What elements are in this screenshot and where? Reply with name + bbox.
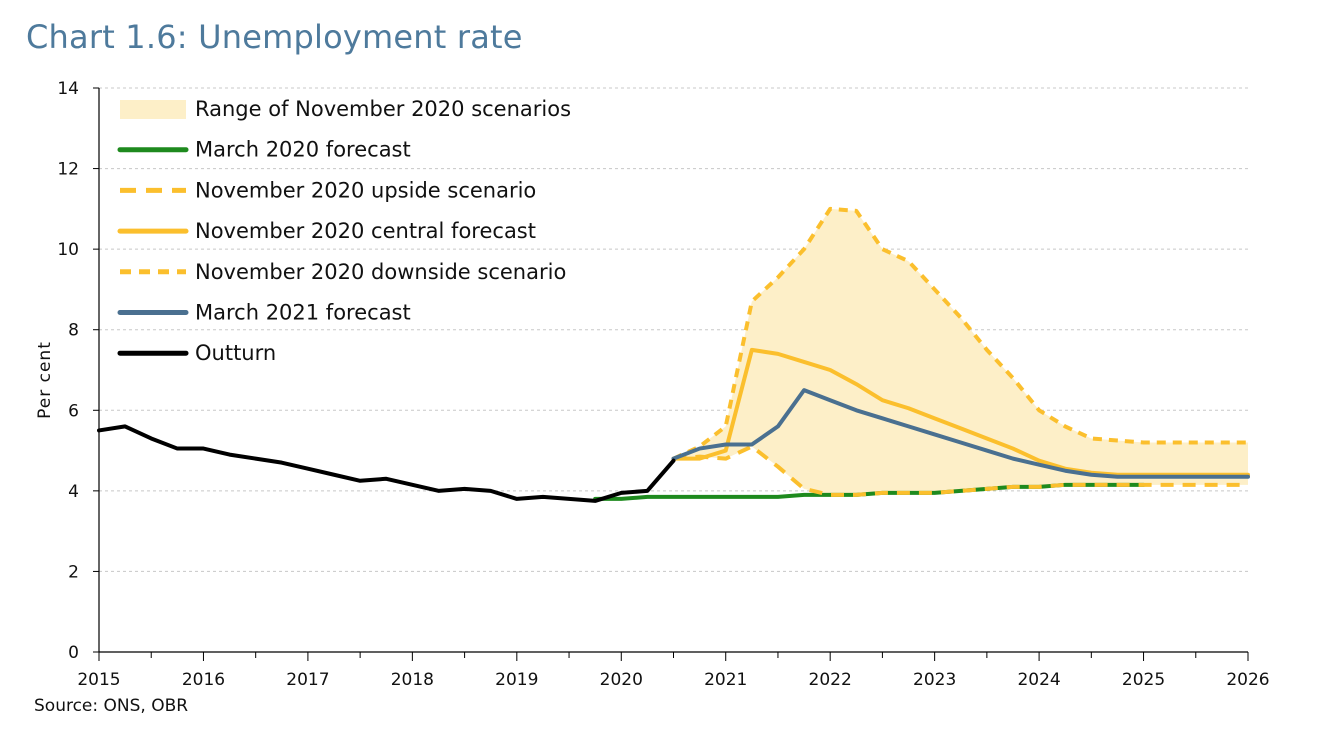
legend-label-march-2020-forecast: March 2020 forecast — [195, 138, 411, 162]
y-tick-label: 2 — [68, 562, 79, 582]
y-tick-label: 14 — [57, 79, 79, 99]
y-tick-label: 10 — [57, 240, 79, 260]
x-tick-label: 2015 — [77, 670, 120, 690]
x-tick-label: 2022 — [809, 670, 852, 690]
x-tick-label: 2025 — [1122, 670, 1165, 690]
y-tick-label: 0 — [68, 643, 79, 663]
scenario-range-area — [673, 208, 1248, 495]
x-tick-label: 2018 — [391, 670, 434, 690]
axes: 0 2 4 6 8 10 12 14 2015 2016 2017 2018 2019 2020 2021 2… — [57, 79, 1269, 690]
y-tick-label: 8 — [68, 321, 79, 341]
x-tick-label: 2024 — [1017, 670, 1060, 690]
x-tick-label: 2023 — [913, 670, 956, 690]
legend-label-nov-2020-downside: November 2020 downside scenario — [195, 260, 566, 284]
y-tick-label: 4 — [68, 482, 79, 502]
series-layer — [97, 206, 1250, 503]
legend-label-nov-2020-central: November 2020 central forecast — [195, 219, 536, 243]
x-tick-label: 2017 — [286, 670, 329, 690]
chart-title: Chart 1.6: Unemployment rate — [26, 18, 523, 56]
y-tick-label: 6 — [68, 401, 79, 421]
x-tick-label: 2020 — [600, 670, 643, 690]
legend-label-outturn: Outturn — [195, 341, 276, 365]
series-line-outturn — [97, 424, 676, 503]
y-tick-label: 12 — [57, 160, 79, 180]
x-tick-label: 2026 — [1226, 670, 1269, 690]
x-tick-label: 2019 — [495, 670, 538, 690]
x-tick-label: 2016 — [182, 670, 225, 690]
legend-label-range: Range of November 2020 scenarios — [195, 97, 571, 121]
series-line-nov-2020-downside — [672, 206, 1248, 461]
range-layer — [673, 208, 1248, 495]
series-line-nov-2020-central — [671, 347, 1250, 477]
series-line-march-2021-forecast — [671, 388, 1250, 479]
source-note: Source: ONS, OBR — [34, 696, 188, 716]
x-tick-label: 2021 — [704, 670, 747, 690]
y-axis-label: Per cent — [35, 341, 55, 419]
legend: Range of November 2020 scenarios March 20… — [117, 97, 571, 365]
legend-label-nov-2020-upside: November 2020 upside scenario — [195, 178, 536, 202]
legend-label-march-2021-forecast: March 2021 forecast — [195, 301, 411, 325]
legend-swatch-range — [120, 100, 186, 119]
